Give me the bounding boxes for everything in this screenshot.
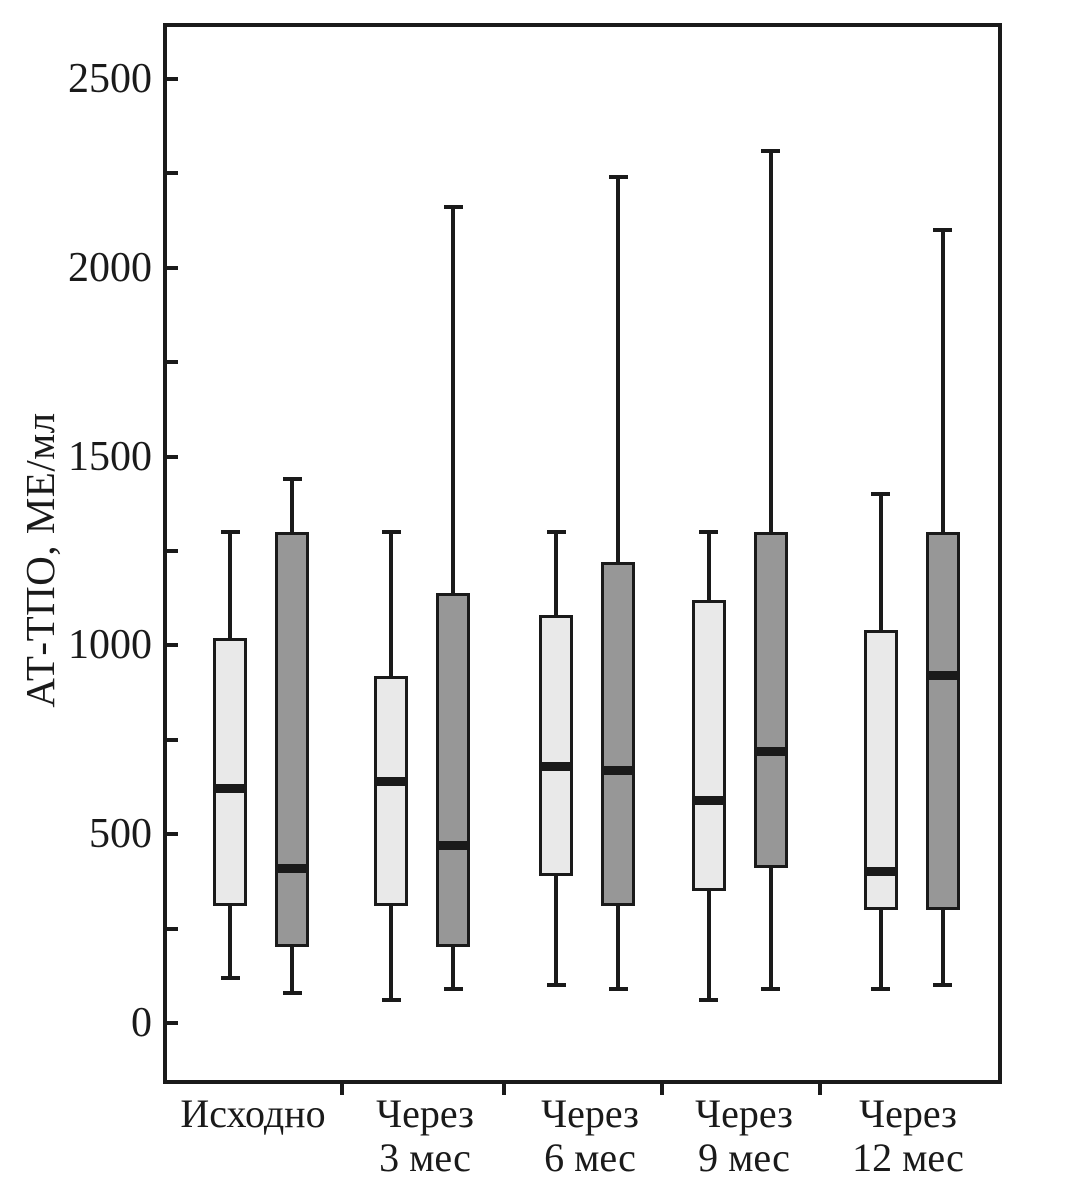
whisker-bottom-light-5	[878, 909, 883, 989]
whisker-top-light-5	[878, 494, 883, 631]
y-tick-label-1000: 1000	[68, 622, 152, 669]
median-dark-1	[275, 863, 309, 873]
x-category-label-2-line-1: Через	[376, 1091, 474, 1136]
whisker-top-dark-2	[451, 207, 455, 593]
whisker-top-dark-3	[616, 177, 620, 563]
box-dark-1	[275, 532, 309, 948]
whisker-bottom-light-3	[554, 875, 558, 986]
y-tick-label-1500: 1500	[68, 433, 152, 480]
whisker-cap-max-dark-2	[443, 205, 463, 210]
whisker-cap-min-dark-2	[443, 987, 463, 992]
x-category-label-3-line-1: Через	[541, 1091, 639, 1136]
whisker-bottom-dark-5	[940, 909, 945, 986]
x-separator-tick-3	[660, 1084, 664, 1095]
whisker-cap-min-light-2	[381, 998, 401, 1003]
y-tick-label-0: 0	[131, 1000, 152, 1046]
y-tick-500	[167, 832, 178, 837]
whisker-bottom-dark-3	[616, 905, 620, 989]
x-category-label-1-line-1: Исходно	[180, 1091, 326, 1136]
whisker-cap-max-light-3	[546, 530, 566, 535]
whisker-cap-max-light-2	[381, 530, 401, 535]
median-light-1	[213, 784, 247, 794]
whisker-top-dark-5	[940, 230, 945, 533]
whisker-bottom-dark-1	[290, 947, 294, 993]
whisker-top-dark-4	[768, 150, 773, 533]
box-light-2	[374, 675, 408, 906]
whisker-bottom-light-1	[228, 905, 232, 978]
median-dark-4	[753, 746, 788, 756]
x-category-label-2-line-2: 3 мес	[379, 1135, 471, 1180]
median-light-5	[863, 867, 898, 877]
box-dark-5	[925, 532, 960, 910]
y-tick-750	[167, 737, 178, 742]
whisker-cap-min-dark-1	[282, 990, 302, 995]
box-dark-2	[436, 592, 470, 948]
whisker-top-light-3	[554, 532, 558, 616]
whisker-cap-max-dark-4	[761, 148, 780, 153]
whisker-cap-min-light-5	[871, 987, 890, 992]
y-tick-label-2500: 2500	[68, 56, 152, 102]
box-light-1	[213, 637, 247, 906]
whisker-cap-max-dark-1	[282, 477, 302, 482]
whisker-cap-max-light-5	[871, 492, 890, 497]
x-category-label-4-line-1: Через	[695, 1091, 793, 1136]
whisker-top-dark-1	[290, 479, 294, 533]
whisker-cap-max-dark-5	[933, 228, 952, 233]
whisker-cap-max-light-4	[699, 530, 718, 535]
whisker-cap-min-dark-3	[608, 987, 628, 992]
whisker-cap-min-dark-5	[933, 983, 952, 988]
median-dark-2	[436, 841, 470, 851]
x-separator-tick-4	[818, 1084, 822, 1095]
x-category-label-5-line-2: 12 мес	[852, 1135, 964, 1180]
whisker-cap-min-light-3	[546, 983, 566, 988]
x-category-label-5-line-1: Через	[859, 1091, 957, 1136]
x-category-label-4-line-2: 9 мес	[698, 1135, 790, 1180]
whisker-cap-min-dark-4	[761, 987, 780, 992]
y-tick-250	[167, 926, 178, 931]
whisker-bottom-light-2	[389, 905, 393, 1001]
box-light-3	[539, 615, 573, 876]
box-dark-4	[753, 532, 788, 869]
median-light-4	[691, 795, 726, 805]
whisker-top-light-4	[706, 532, 711, 601]
x-separator-tick-1	[340, 1084, 344, 1095]
median-light-3	[539, 761, 573, 771]
whisker-bottom-dark-4	[768, 868, 773, 989]
median-dark-5	[925, 671, 960, 681]
whisker-bottom-light-4	[706, 890, 711, 1001]
whisker-cap-min-light-1	[220, 975, 240, 980]
box-light-4	[691, 600, 726, 891]
y-tick-2000	[167, 265, 178, 270]
y-tick-2250	[167, 171, 178, 176]
x-category-label-3-line-2: 6 мес	[544, 1135, 636, 1180]
median-light-2	[374, 776, 408, 786]
box-light-5	[863, 630, 898, 910]
median-dark-3	[601, 765, 635, 775]
y-tick-1750	[167, 360, 178, 365]
y-tick-1000	[167, 643, 178, 648]
y-tick-2500	[167, 77, 178, 81]
y-tick-label-2000: 2000	[68, 244, 152, 291]
y-tick-1500	[167, 454, 178, 459]
whisker-cap-min-light-4	[699, 998, 718, 1003]
y-tick-1250	[167, 549, 178, 553]
x-separator-tick-2	[502, 1084, 506, 1095]
y-tick-label-500: 500	[89, 811, 152, 858]
whisker-cap-max-dark-3	[608, 175, 628, 180]
y-tick-0	[167, 1021, 178, 1025]
box-dark-3	[601, 562, 635, 906]
whisker-top-light-1	[228, 532, 232, 638]
whisker-top-light-2	[389, 532, 393, 676]
whisker-bottom-dark-2	[451, 947, 455, 989]
whisker-cap-max-light-1	[220, 530, 240, 535]
